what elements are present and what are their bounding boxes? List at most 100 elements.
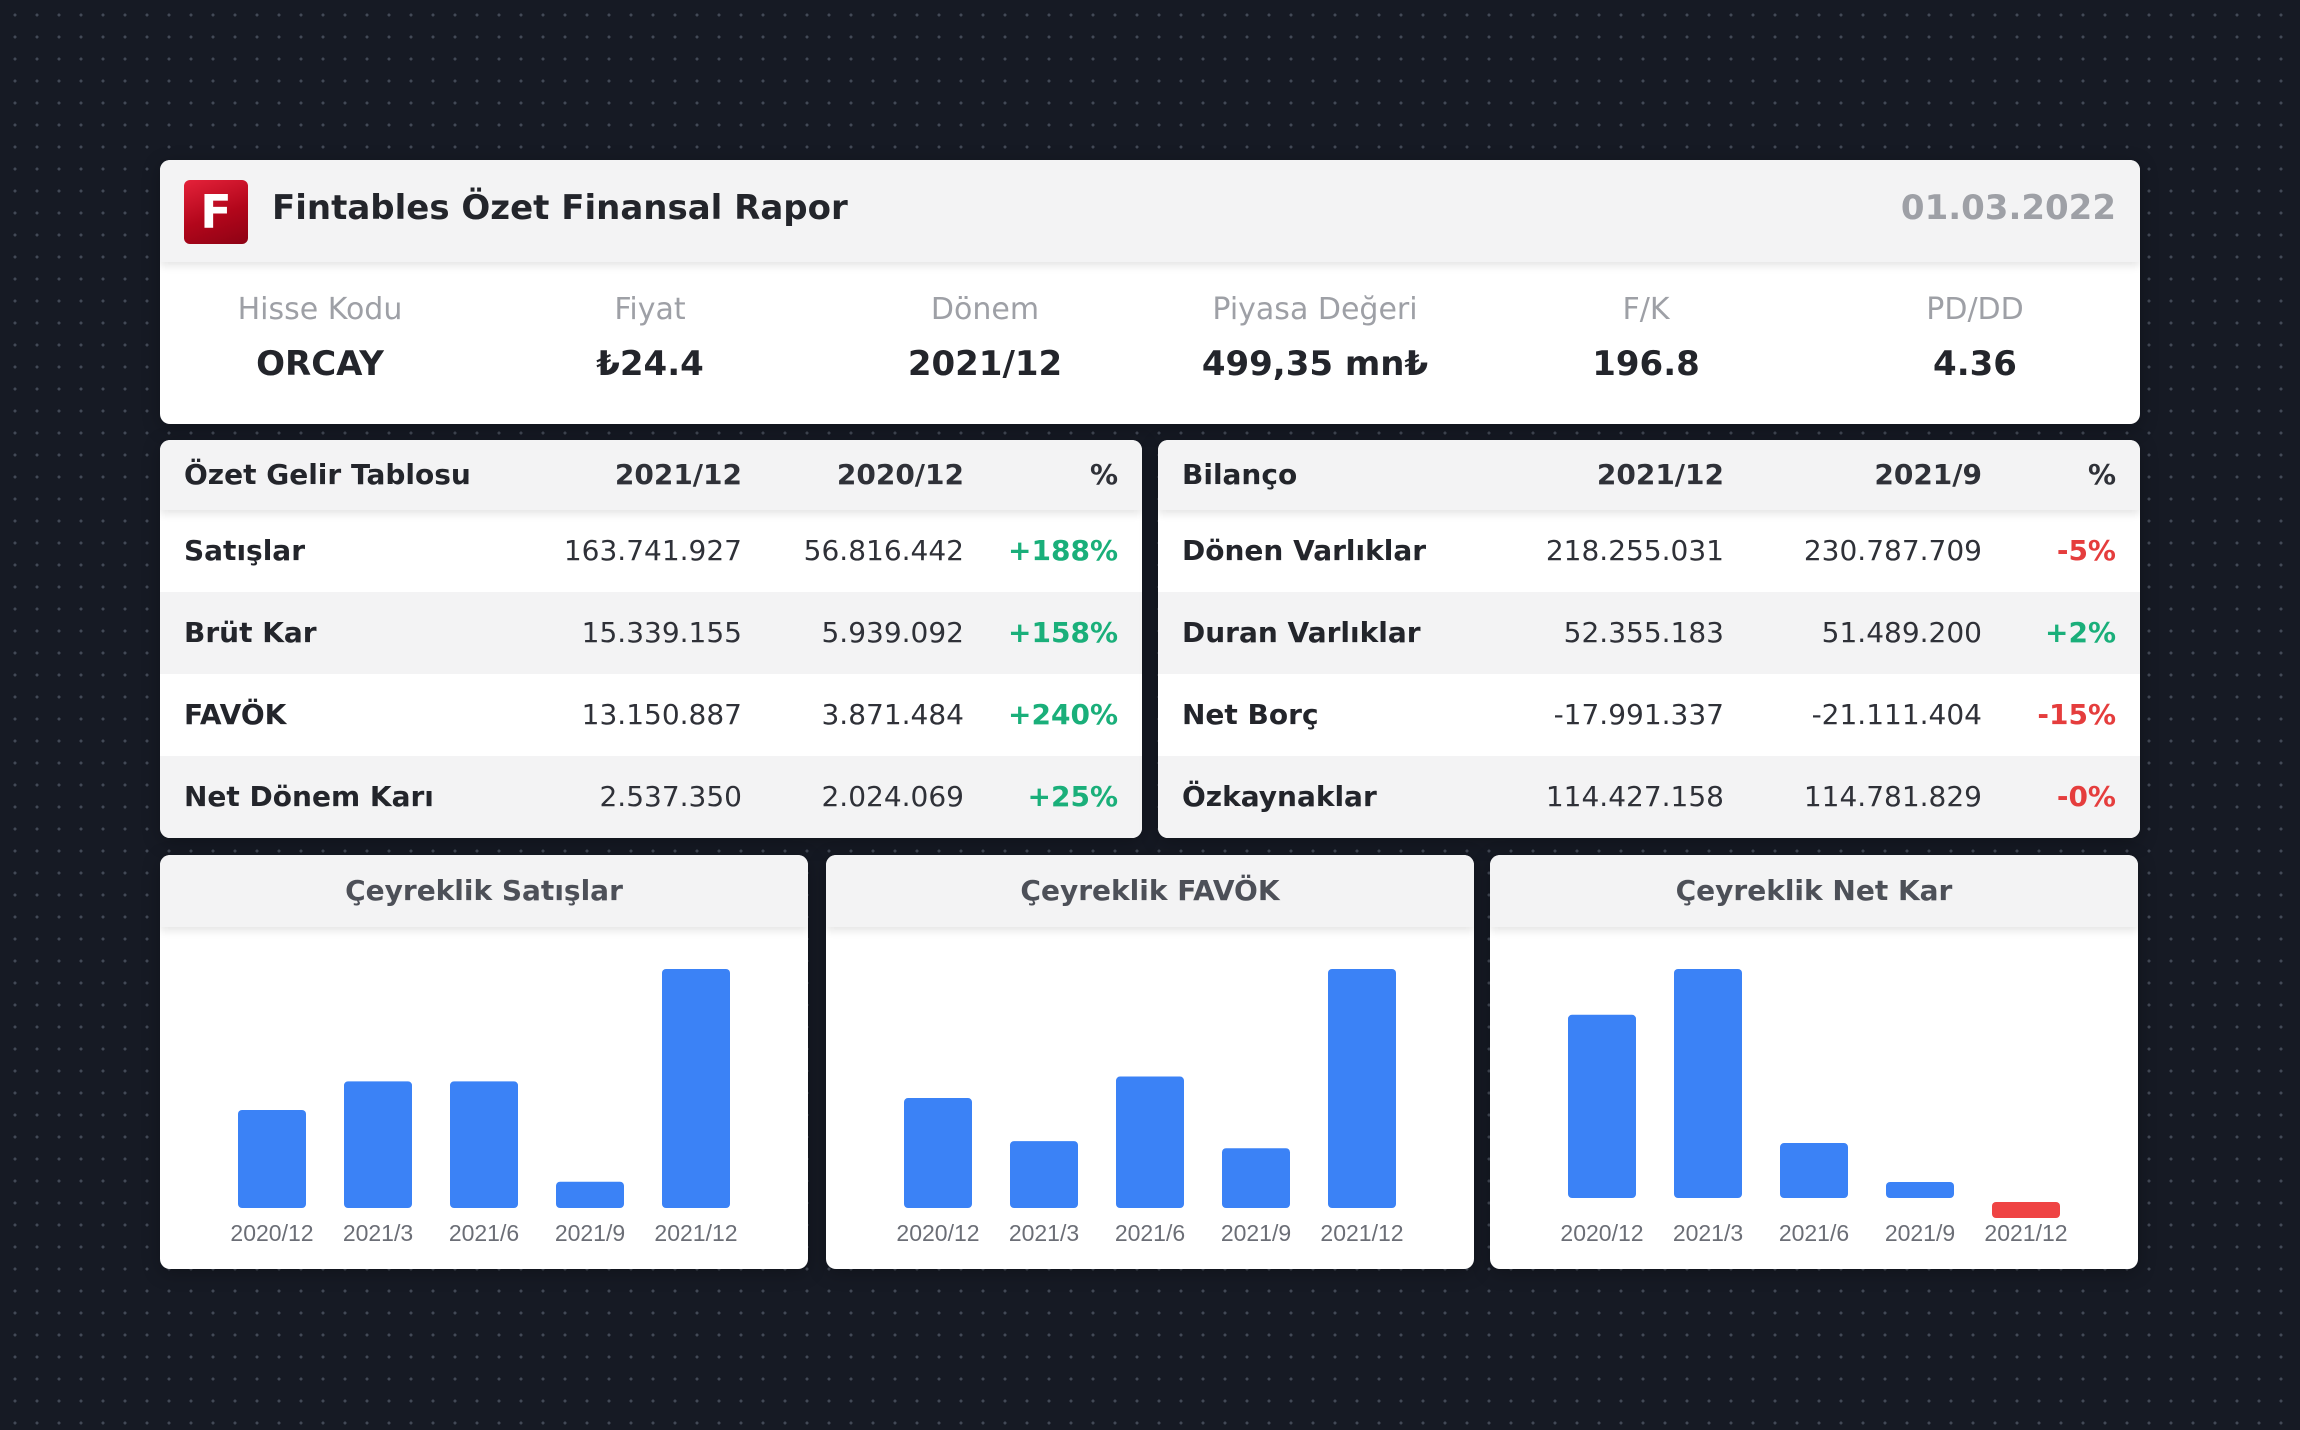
row-value-previous: 51.489.200	[1821, 616, 1982, 649]
metric-value: 196.8	[1592, 344, 1700, 384]
row-label: Net Borç	[1182, 698, 1319, 731]
row-value-current: 52.355.183	[1563, 616, 1724, 649]
metric-value: 4.36	[1933, 344, 2017, 384]
bar-2021-9	[1222, 1148, 1290, 1208]
column-header: 2020/12	[836, 458, 964, 491]
quarterly-sales-chart: Çeyreklik Satışlar 2020/12 2021/3 2021/6 20…	[160, 855, 808, 1269]
row-label: Duran Varlıklar	[1182, 616, 1421, 649]
row-label: Satışlar	[184, 534, 306, 567]
metric-pe: F/K 196.8	[1481, 290, 1811, 384]
column-header: 2021/9	[1874, 458, 1982, 491]
x-tick-label: 2020/12	[896, 1220, 979, 1246]
row-label: Dönen Varlıklar	[1182, 534, 1427, 567]
fintables-logo-icon: F	[184, 180, 248, 244]
column-header: Özet Gelir Tablosu	[184, 458, 471, 491]
metric-ticker: Hisse Kodu ORCAY	[160, 290, 485, 384]
row-label: Net Dönem Karı	[184, 780, 434, 813]
key-metrics: Hisse Kodu ORCAY Fiyat ₺24.4 Dönem 2021/…	[160, 290, 2140, 400]
quarterly-ebitda-chart: Çeyreklik FAVÖK 2020/12 2021/3 2021/6 2021/…	[826, 855, 1474, 1269]
x-tick-label: 2021/9	[555, 1220, 625, 1246]
row-value-current: -17.991.337	[1553, 698, 1724, 731]
bar-2021-3	[1674, 969, 1742, 1198]
row-change-percent: +240%	[1008, 698, 1118, 731]
quarterly-ebitda-bars: 2020/12 2021/3 2021/6 2021/9 2021/12	[896, 969, 1404, 1246]
row-label: FAVÖK	[184, 698, 287, 731]
report-header-bar: F Fintables Özet Finansal Rapor 01.03.20…	[160, 160, 2140, 262]
chart-title: Çeyreklik Net Kar	[1490, 855, 2138, 927]
metric-market-cap: Piyasa Değeri 499,35 mn₺	[1150, 290, 1480, 384]
metric-pb: PD/DD 4.36	[1810, 290, 2140, 384]
column-header: %	[1089, 458, 1118, 491]
row-value-current: 15.339.155	[581, 616, 742, 649]
x-tick-label: 2021/9	[1885, 1220, 1955, 1246]
row-value-current: 163.741.927	[563, 534, 742, 567]
bar-2021-12	[1328, 969, 1396, 1208]
x-tick-label: 2021/6	[1115, 1220, 1185, 1246]
x-tick-label: 2020/12	[230, 1220, 313, 1246]
x-tick-label: 2021/12	[1984, 1220, 2067, 1246]
table-row: Net Borç -17.991.337 -21.111.404 -15%	[1158, 674, 2140, 756]
bar-2021-6	[450, 1081, 518, 1208]
row-change-percent: -5%	[2056, 534, 2116, 567]
bar-2021-3	[344, 1081, 412, 1208]
quarterly-net-profit-chart: Çeyreklik Net Kar 2020/12 2021/3 2021/6 202…	[1490, 855, 2138, 1269]
bar-2021-3	[1010, 1141, 1078, 1208]
bar-2021-6	[1116, 1076, 1184, 1208]
table-row: Satışlar 163.741.927 56.816.442 +188%	[160, 510, 1142, 592]
chart-title: Çeyreklik FAVÖK	[826, 855, 1474, 927]
metric-label: Dönem	[930, 292, 1040, 327]
bar-2021-9	[1886, 1181, 1954, 1198]
row-change-percent: +25%	[1027, 780, 1118, 813]
column-header: Bilanço	[1182, 458, 1298, 491]
x-tick-label: 2021/6	[449, 1220, 519, 1246]
bar-2020-12	[238, 1110, 306, 1208]
row-value-previous: 114.781.829	[1803, 780, 1982, 813]
bar-2021-9	[556, 1181, 624, 1208]
x-tick-label: 2021/12	[654, 1220, 737, 1246]
bar-2021-6	[1780, 1143, 1848, 1198]
metric-period: Dönem 2021/12	[820, 290, 1150, 384]
row-change-percent: -0%	[2056, 780, 2116, 813]
report-date: 01.03.2022	[1900, 188, 2116, 228]
row-label: Özkaynaklar	[1182, 780, 1377, 813]
metric-label: Hisse Kodu	[237, 292, 403, 327]
table-row: Net Dönem Karı 2.537.350 2.024.069 +25%	[160, 756, 1142, 838]
row-value-previous: -21.111.404	[1811, 698, 1982, 731]
metric-value: ORCAY	[256, 344, 384, 384]
table-row: Duran Varlıklar 52.355.183 51.489.200 +2…	[1158, 592, 2140, 674]
row-change-percent: +188%	[1008, 534, 1118, 567]
row-value-current: 13.150.887	[581, 698, 742, 731]
metric-label: Piyasa Değeri	[1212, 292, 1418, 327]
row-value-previous: 5.939.092	[821, 616, 964, 649]
quarterly-net-profit-bars: 2020/12 2021/3 2021/6 2021/9 2021/12	[1560, 969, 2068, 1246]
metric-label: F/K	[1622, 292, 1670, 327]
row-value-previous: 3.871.484	[821, 698, 964, 731]
metric-label: Fiyat	[614, 292, 686, 327]
summary-header-card: F Fintables Özet Finansal Rapor 01.03.20…	[160, 160, 2140, 424]
table-row: Brüt Kar 15.339.155 5.939.092 +158%	[160, 592, 1142, 674]
bar-2021-12	[1992, 1202, 2060, 1219]
column-header: 2021/12	[614, 458, 742, 491]
table-row: Özkaynaklar 114.427.158 114.781.829 -0%	[1158, 756, 2140, 838]
metric-value: ₺24.4	[596, 344, 704, 384]
row-label: Brüt Kar	[184, 616, 317, 649]
metric-value: 2021/12	[907, 344, 1063, 384]
x-tick-label: 2021/12	[1320, 1220, 1403, 1246]
row-change-percent: +158%	[1008, 616, 1118, 649]
row-value-previous: 230.787.709	[1803, 534, 1982, 567]
metric-price: Fiyat ₺24.4	[485, 290, 815, 384]
row-value-current: 114.427.158	[1545, 780, 1724, 813]
row-change-percent: +2%	[2045, 616, 2116, 649]
bar-2020-12	[1568, 1014, 1636, 1198]
x-tick-label: 2020/12	[1560, 1220, 1643, 1246]
balance-sheet-table: Bilanço 2021/12 2021/9 % Dönen Varlıklar…	[1158, 440, 2140, 838]
report-title: Fintables Özet Finansal Rapor	[272, 188, 848, 228]
row-change-percent: -15%	[2037, 698, 2116, 731]
x-tick-label: 2021/3	[1009, 1220, 1079, 1246]
column-header: %	[2087, 458, 2116, 491]
bar-2021-12	[662, 969, 730, 1208]
income-statement-table: Özet Gelir Tablosu 2021/12 2020/12 % Sat…	[160, 440, 1142, 838]
table-header: Bilanço 2021/12 2021/9 %	[1158, 440, 2140, 510]
metric-value: 499,35 mn₺	[1201, 344, 1429, 384]
row-value-previous: 56.816.442	[803, 534, 964, 567]
